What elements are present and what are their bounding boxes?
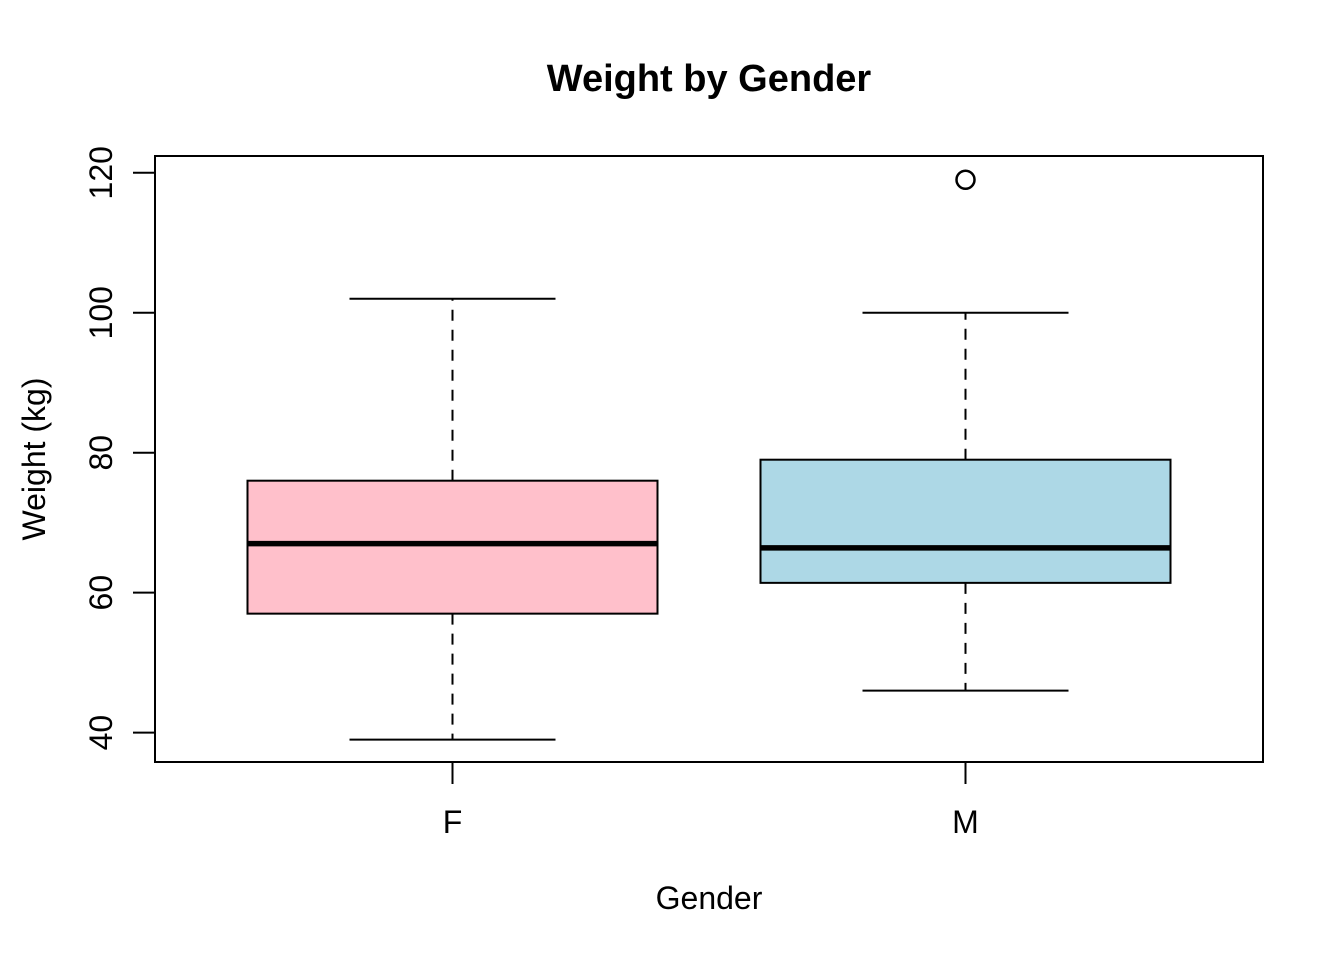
- iqr-box: [759, 458, 1172, 584]
- plot-border: [154, 155, 1264, 763]
- iqr-box: [246, 479, 659, 615]
- y-axis-title: Weight (kg): [16, 377, 52, 540]
- category-label: M: [952, 804, 979, 840]
- y-axis-tick-label: 120: [83, 146, 119, 199]
- y-axis-tick-label: 100: [83, 286, 119, 339]
- outlier-point: [955, 169, 976, 191]
- y-axis-tick-label: 60: [83, 575, 119, 611]
- x-axis-title: Gender: [656, 880, 763, 916]
- plot-area: 40 60 80 100 120 F M: [83, 146, 1264, 840]
- chart-title: Weight by Gender: [547, 58, 872, 100]
- y-axis-tick-label: 80: [83, 435, 119, 471]
- category-label: F: [443, 804, 463, 840]
- y-axis-tick-label: 40: [83, 715, 119, 751]
